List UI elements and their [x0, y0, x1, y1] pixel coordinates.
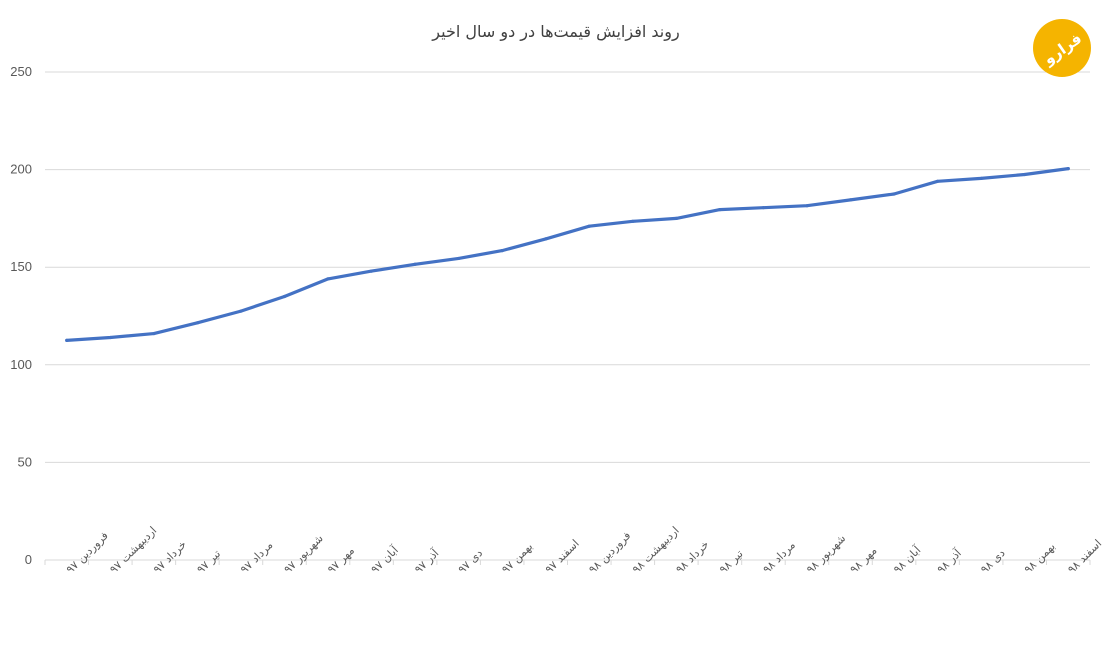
data-point — [108, 335, 112, 340]
logo: فرارو — [1033, 19, 1091, 77]
data-point — [500, 249, 504, 253]
x-tick-label: آبان ۹۸ — [890, 542, 924, 576]
chart-title: روند افزایش قیمت‌ها در دو سال اخیر — [431, 22, 679, 42]
y-tick-label: 100 — [10, 357, 32, 372]
data-point — [65, 338, 69, 342]
data-point — [195, 321, 199, 325]
x-tick-label: خرداد ۹۸ — [673, 538, 711, 576]
series-line — [65, 167, 1070, 342]
x-tick-label: فروردین ۹۸ — [586, 529, 633, 576]
data-point — [892, 192, 896, 196]
x-tick-label: مرداد ۹۷ — [238, 538, 276, 576]
y-tick-label: 0 — [25, 552, 32, 567]
data-point — [761, 206, 766, 210]
data-point — [979, 176, 983, 180]
data-point — [631, 219, 635, 223]
data-point — [805, 204, 809, 208]
x-tick-label: شهریور ۹۸ — [804, 532, 848, 576]
x-tick-label: خرداد ۹۷ — [151, 538, 189, 576]
x-tick-label: آبان ۹۷ — [368, 542, 402, 576]
y-tick-label: 250 — [10, 64, 32, 79]
y-tick-label: 50 — [18, 454, 32, 469]
data-point — [674, 216, 678, 220]
logo-circle — [1033, 19, 1091, 77]
data-point — [936, 179, 940, 183]
x-tick-label: آذر ۹۸ — [934, 545, 965, 576]
x-tick-label: بهمن ۹۸ — [1022, 540, 1058, 576]
data-point — [282, 294, 287, 299]
data-point — [369, 269, 374, 273]
x-tick-label: اسفند ۹۸ — [1065, 537, 1104, 576]
x-tick-label: مرداد ۹۸ — [760, 538, 798, 576]
data-point — [152, 331, 156, 336]
x-tick-label: بهمن ۹۷ — [499, 540, 535, 576]
x-tick-label: شهریور ۹۷ — [281, 532, 325, 576]
data-point — [413, 262, 417, 266]
data-point — [1023, 172, 1027, 177]
x-tick-label: آذر ۹۷ — [411, 545, 442, 576]
data-point — [1066, 167, 1070, 171]
data-point — [587, 224, 591, 228]
series-layer — [65, 167, 1070, 342]
data-point — [326, 277, 330, 281]
data-point — [718, 208, 722, 212]
y-tick-label: 200 — [10, 162, 32, 177]
data-point — [848, 198, 853, 202]
y-tick-label: 150 — [10, 259, 32, 274]
data-point — [239, 309, 243, 313]
data-point — [457, 256, 461, 261]
y-axis: 0 50 100 150 200 250 — [10, 64, 32, 567]
x-tick-label: فروردین ۹۷ — [64, 529, 111, 576]
data-point — [544, 237, 548, 241]
gridlines — [45, 71, 1090, 561]
x-tick-label: اسفند ۹۷ — [543, 537, 582, 576]
